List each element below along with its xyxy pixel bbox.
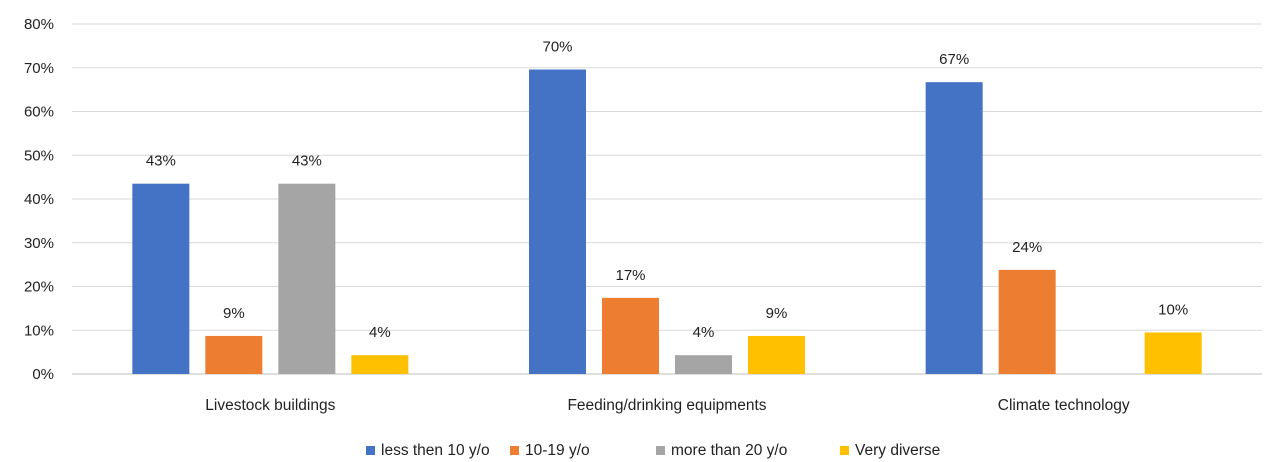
y-tick-label: 0% bbox=[32, 366, 54, 383]
y-tick-label: 70% bbox=[24, 60, 54, 77]
bar bbox=[925, 82, 983, 374]
legend-label: less then 10 y/o bbox=[381, 442, 490, 459]
legend-swatch bbox=[656, 446, 665, 455]
bar bbox=[1144, 332, 1202, 374]
x-axis-categories: Livestock buildings Feeding/drinking equi… bbox=[205, 397, 1130, 414]
y-tick-label: 50% bbox=[24, 147, 54, 164]
data-label: 4% bbox=[693, 324, 715, 341]
y-axis-ticks: 0% 10% 20% 30% 40% 50% 60% 70% 80% bbox=[24, 16, 54, 383]
data-label: 17% bbox=[615, 267, 645, 284]
legend-swatch bbox=[510, 446, 519, 455]
data-label: 10% bbox=[1158, 301, 1188, 318]
x-category-label: Climate technology bbox=[998, 397, 1130, 414]
gridlines bbox=[72, 23, 1262, 375]
data-label: 9% bbox=[766, 305, 788, 322]
bar bbox=[351, 355, 409, 374]
legend-label: more than 20 y/o bbox=[671, 442, 787, 459]
y-tick-label: 10% bbox=[24, 322, 54, 339]
data-label: 4% bbox=[369, 324, 391, 341]
bars bbox=[132, 69, 1202, 374]
data-label: 67% bbox=[939, 51, 969, 68]
bar bbox=[602, 297, 659, 374]
data-labels: 43% 9% 43% 4% 70% 17% 4% 9% 67% 24% 10% bbox=[146, 39, 1188, 342]
y-tick-label: 40% bbox=[24, 191, 54, 208]
legend-label: 10-19 y/o bbox=[525, 442, 590, 459]
legend-swatch bbox=[366, 446, 375, 455]
data-label: 43% bbox=[292, 153, 322, 170]
bar bbox=[205, 335, 263, 374]
x-category-label: Feeding/drinking equipments bbox=[567, 397, 766, 414]
bar bbox=[998, 269, 1056, 374]
bar bbox=[529, 69, 586, 374]
data-label: 70% bbox=[542, 39, 572, 56]
bar bbox=[132, 183, 190, 374]
legend-swatch bbox=[840, 446, 849, 455]
y-tick-label: 20% bbox=[24, 279, 54, 296]
bar bbox=[278, 183, 336, 374]
x-category-label: Livestock buildings bbox=[205, 397, 335, 414]
data-label: 24% bbox=[1012, 239, 1042, 256]
y-tick-label: 60% bbox=[24, 104, 54, 121]
data-label: 43% bbox=[146, 153, 176, 170]
y-tick-label: 30% bbox=[24, 235, 54, 252]
data-label: 9% bbox=[223, 305, 245, 322]
y-tick-label: 80% bbox=[24, 16, 54, 33]
bar bbox=[748, 335, 805, 374]
bar bbox=[675, 355, 732, 374]
legend: less then 10 y/o 10-19 y/o more than 20 y/… bbox=[366, 442, 940, 459]
legend-label: Very diverse bbox=[855, 442, 940, 459]
